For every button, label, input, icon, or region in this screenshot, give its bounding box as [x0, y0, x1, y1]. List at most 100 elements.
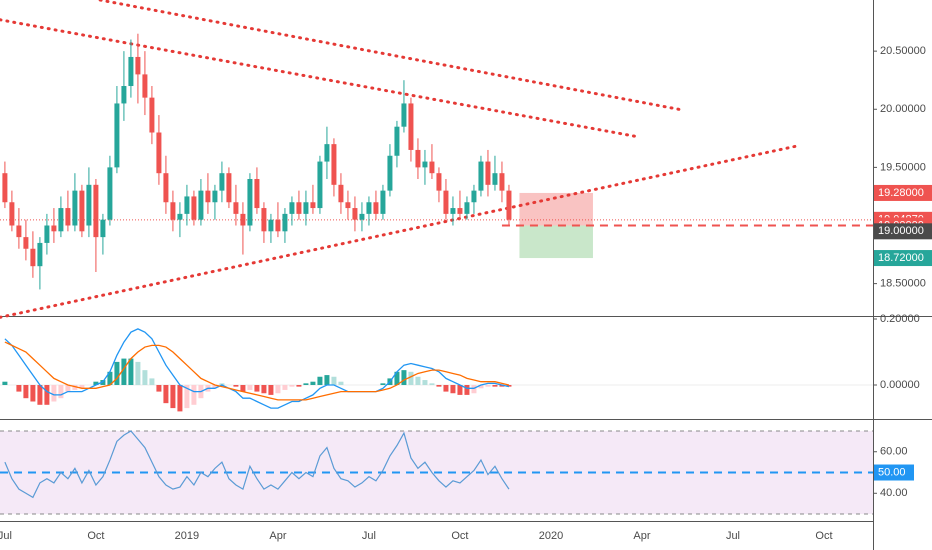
- histogram-bar: [135, 361, 141, 385]
- histogram-bar: [79, 384, 85, 389]
- histogram-bar: [233, 384, 239, 387]
- candle-body: [44, 225, 50, 243]
- histogram-bar: [485, 384, 491, 387]
- candle-body: [86, 184, 92, 226]
- x-tick-label: Oct: [451, 530, 468, 542]
- histogram-bar: [219, 383, 225, 385]
- histogram-bar: [268, 384, 274, 395]
- x-tick-label: Jul: [362, 530, 376, 542]
- candle-body: [478, 161, 484, 191]
- histogram-bar: [100, 380, 106, 385]
- candle-body: [177, 213, 183, 220]
- candle-body: [352, 208, 358, 220]
- x-tick-label: 2019: [175, 530, 199, 542]
- candle-body: [380, 190, 386, 214]
- midline-tag: [874, 464, 914, 481]
- histogram-bar: [464, 384, 470, 395]
- histogram-bar: [121, 358, 127, 385]
- candle-body: [198, 190, 204, 220]
- y-tick-label: 0.00000: [880, 379, 920, 391]
- histogram-bar: [30, 384, 36, 402]
- candle-body: [429, 161, 435, 174]
- candle-body: [219, 173, 225, 191]
- candle-body: [30, 248, 36, 267]
- candle-body: [100, 219, 106, 238]
- candle-body: [436, 173, 442, 191]
- y-tick-label: 40.00: [880, 487, 908, 499]
- histogram-bar: [499, 384, 505, 387]
- price-tag-label: 18.72000: [878, 252, 924, 264]
- target-zone: [519, 225, 593, 259]
- candle-body: [506, 190, 512, 220]
- histogram-bar: [170, 384, 176, 409]
- candle-body: [233, 202, 239, 214]
- histogram-bar: [331, 376, 337, 385]
- histogram-bar: [506, 384, 512, 387]
- histogram-bar: [23, 384, 29, 399]
- histogram-bar: [184, 384, 190, 409]
- candle-body: [226, 173, 232, 203]
- trend-line: [98, 0, 687, 112]
- y-tick-label: 0.20000: [880, 313, 920, 325]
- histogram-bar: [303, 383, 309, 385]
- histogram-bar: [422, 380, 428, 385]
- histogram-bar: [443, 384, 449, 392]
- candle-body: [450, 208, 456, 214]
- candle-body: [310, 202, 316, 209]
- histogram-bar: [450, 384, 456, 394]
- histogram-bar: [58, 384, 64, 399]
- candle-body: [338, 184, 344, 203]
- candle-body: [387, 155, 393, 191]
- candle-body: [191, 196, 197, 220]
- price-tag: [874, 223, 932, 240]
- candle-body: [51, 225, 57, 232]
- candle-body: [184, 196, 190, 214]
- candle-body: [345, 202, 351, 209]
- candle-body: [289, 202, 295, 214]
- candle-body: [373, 202, 379, 214]
- candle-body: [394, 126, 400, 156]
- histogram-bar: [65, 384, 71, 392]
- candle-body: [37, 242, 43, 267]
- candle-body: [422, 161, 428, 168]
- candle-body: [107, 167, 113, 220]
- candle-body: [401, 103, 407, 127]
- candle-body: [275, 219, 281, 232]
- histogram-bar: [436, 384, 442, 387]
- histogram-bar: [142, 370, 148, 385]
- x-tick-label: Jul: [726, 530, 740, 542]
- histogram-bar: [247, 384, 253, 390]
- histogram-bar: [51, 384, 57, 402]
- histogram-bar: [72, 384, 78, 390]
- candle-body: [135, 56, 141, 75]
- candle-body: [58, 208, 64, 232]
- candle-body: [142, 74, 148, 98]
- candle-body: [499, 173, 505, 191]
- y-tick-label: 20.00000: [880, 103, 926, 115]
- price-tag-label: 19.00000: [878, 225, 924, 237]
- candle-body: [254, 179, 260, 209]
- histogram-bar: [37, 384, 43, 405]
- histogram-bar: [128, 358, 134, 385]
- candle-body: [121, 86, 127, 104]
- candle-body: [492, 173, 498, 185]
- candle-body: [2, 173, 8, 203]
- candle-body: [268, 219, 274, 232]
- histogram-bar: [394, 371, 400, 385]
- histogram-bar: [429, 383, 435, 385]
- histogram-bar: [149, 378, 155, 385]
- histogram-bar: [212, 384, 218, 389]
- candle-body: [16, 225, 22, 238]
- price-tag: [874, 250, 932, 267]
- histogram-bar: [310, 381, 316, 385]
- candle-body: [415, 149, 421, 168]
- histogram-bar: [93, 381, 99, 385]
- candle-body: [457, 208, 463, 214]
- price-tag: [874, 184, 932, 201]
- histogram-bar: [44, 384, 50, 405]
- histogram-bar: [282, 384, 288, 390]
- candle-body: [9, 202, 15, 226]
- y-tick-label: 20.50000: [880, 45, 926, 57]
